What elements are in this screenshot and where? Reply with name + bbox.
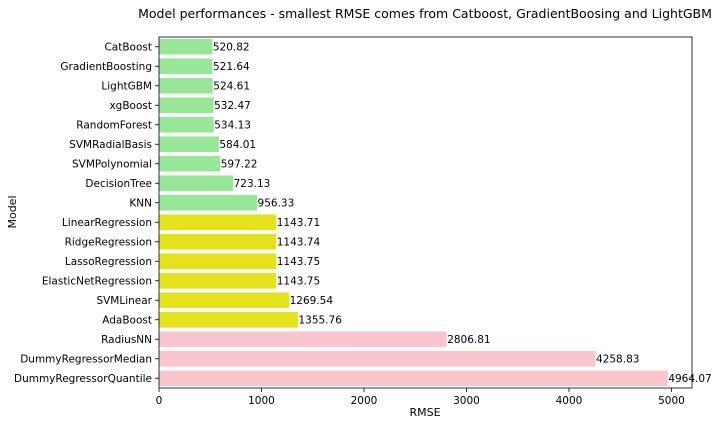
value-label-RidgeRegression: 1143.74	[277, 237, 321, 249]
bars-group	[159, 38, 668, 387]
y-tick-label-DecisionTree: DecisionTree	[85, 178, 152, 190]
y-tick-label-GradientBoosting: GradientBoosting	[60, 61, 152, 73]
y-tick-label-LassoRegression: LassoRegression	[65, 256, 152, 268]
bar-RidgeRegression	[159, 233, 277, 250]
y-tick-label-LightGBM: LightGBM	[101, 81, 152, 93]
value-label-LightGBM: 524.61	[213, 81, 250, 93]
bar-DummyRegressorMedian	[159, 350, 596, 367]
y-tick-label-SVMRadialBasis: SVMRadialBasis	[69, 139, 152, 151]
bar-SVMRadialBasis	[159, 136, 219, 153]
y-tick-label-RandomForest: RandomForest	[76, 120, 152, 132]
y-axis-label: Model	[6, 195, 19, 228]
plot-frame	[158, 36, 693, 389]
bar-DecisionTree	[159, 175, 234, 192]
value-label-SVMRadialBasis: 584.01	[219, 139, 256, 151]
bar-LinearRegression	[159, 214, 277, 231]
value-label-ElasticNetRegression: 1143.75	[277, 276, 320, 288]
bar-ElasticNetRegression	[159, 272, 277, 289]
value-label-RadiusNN: 2806.81	[447, 334, 490, 346]
y-tick-label-RidgeRegression: RidgeRegression	[65, 237, 152, 249]
y-tick-label-LinearRegression: LinearRegression	[62, 217, 152, 229]
bar-KNN	[159, 194, 258, 211]
value-label-KNN: 956.33	[258, 198, 295, 210]
bar-xgBoost	[159, 97, 214, 114]
y-tick-label-ElasticNetRegression: ElasticNetRegression	[42, 276, 152, 288]
value-label-RandomForest: 534.13	[214, 120, 251, 132]
y-tick-label-xgBoost: xgBoost	[109, 100, 152, 112]
value-labels: 520.82 521.64 524.61 532.47 534.13 584.01 597.…	[213, 42, 712, 385]
value-label-DecisionTree: 723.13	[234, 178, 271, 190]
bar-RandomForest	[159, 116, 214, 133]
bar-LassoRegression	[159, 253, 277, 270]
y-tick-label-DummyRegressorQuantile: DummyRegressorQuantile	[14, 373, 152, 385]
x-tick-label-3000: 3000	[453, 395, 480, 407]
value-label-LassoRegression: 1143.75	[277, 256, 320, 268]
x-tick-label-4000: 4000	[556, 395, 583, 407]
x-ticks: 0 1000 2000 3000 4000 5000	[156, 388, 685, 407]
value-label-SVMLinear: 1269.54	[290, 295, 334, 307]
value-label-xgBoost: 532.47	[214, 100, 251, 112]
bar-SVMPolynomial	[159, 155, 221, 172]
bar-LightGBM	[159, 77, 213, 94]
y-tick-label-CatBoost: CatBoost	[104, 42, 152, 54]
y-tick-label-AdaBoost: AdaBoost	[102, 315, 152, 327]
value-label-DummyRegressorQuantile: 4964.07	[668, 373, 711, 385]
x-tick-label-2000: 2000	[351, 395, 378, 407]
value-label-CatBoost: 520.82	[213, 42, 250, 54]
y-tick-label-DummyRegressorMedian: DummyRegressorMedian	[20, 354, 152, 366]
value-label-LinearRegression: 1143.71	[277, 217, 320, 229]
bar-GradientBoosting	[159, 58, 213, 75]
y-tick-label-SVMLinear: SVMLinear	[96, 295, 152, 307]
y-tick-label-SVMPolynomial: SVMPolynomial	[72, 159, 152, 171]
x-tick-label-1000: 1000	[248, 395, 275, 407]
value-label-AdaBoost: 1355.76	[298, 315, 342, 327]
bar-SVMLinear	[159, 292, 290, 309]
x-axis-label: RMSE	[409, 406, 440, 419]
x-tick-label-0: 0	[156, 395, 163, 407]
value-label-GradientBoosting: 521.64	[213, 61, 250, 73]
x-tick-label-5000: 5000	[658, 395, 685, 407]
bar-DummyRegressorQuantile	[159, 370, 668, 387]
y-tick-label-KNN: KNN	[129, 198, 152, 210]
value-label-DummyRegressorMedian: 4258.83	[596, 354, 639, 366]
bar-AdaBoost	[159, 311, 298, 328]
y-tick-label-RadiusNN: RadiusNN	[101, 334, 152, 346]
bar-RadiusNN	[159, 331, 447, 348]
y-tick-labels: CatBoost GradientBoosting LightGBM xgBoost R…	[14, 42, 159, 385]
chart-title: Model performances - smallest RMSE comes…	[138, 6, 712, 21]
value-label-SVMPolynomial: 597.22	[221, 159, 258, 171]
bar-CatBoost	[159, 38, 213, 55]
